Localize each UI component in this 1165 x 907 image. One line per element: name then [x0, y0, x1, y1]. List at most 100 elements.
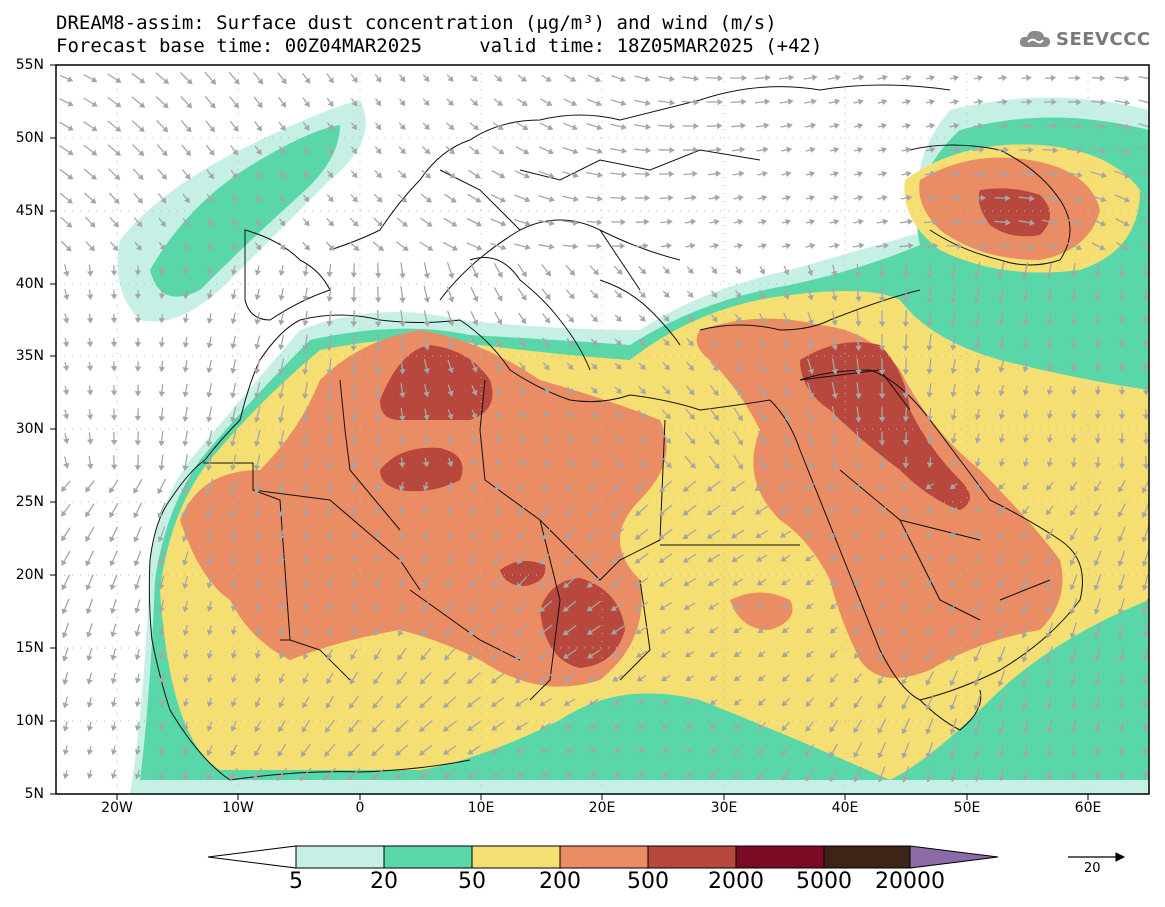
wind-arrow [950, 262, 957, 279]
wind-arrow [182, 313, 190, 324]
wind-arrow [565, 504, 575, 517]
wind-arrow [447, 384, 454, 397]
wind-arrow [541, 771, 551, 778]
wind-arrow [514, 672, 529, 684]
wind-arrow [206, 169, 214, 180]
wind-arrow [326, 455, 333, 470]
wind-arrow [566, 410, 574, 419]
wind-arrow [134, 337, 142, 348]
wind-arrow [853, 719, 863, 734]
wind-arrow [731, 554, 744, 562]
wind-arrow [1114, 146, 1131, 155]
wind-arrow [829, 720, 839, 733]
wind-arrow [902, 382, 909, 399]
wind-arrow [974, 530, 982, 539]
wind-arrow [1022, 385, 1029, 396]
wind-arrow [63, 456, 70, 469]
wind-arrow [733, 383, 743, 397]
wind-arrow [158, 454, 165, 471]
wind-arrow [759, 265, 765, 275]
wind-arrow [926, 457, 934, 468]
wind-arrow [374, 262, 382, 279]
wind-arrow [829, 579, 838, 586]
wind-arrow [925, 671, 934, 686]
wind-arrow [278, 625, 286, 636]
wind-arrow [254, 625, 262, 636]
wind-arrow [902, 262, 909, 279]
wind-arrow [682, 529, 697, 540]
wind-arrow [182, 383, 189, 398]
wind-arrow [157, 526, 166, 543]
wind-arrow [829, 602, 838, 610]
wind-arrow [206, 359, 213, 374]
wind-arrow [638, 386, 647, 395]
wind-arrow [778, 481, 793, 491]
wind-arrow [398, 624, 406, 637]
wind-arrow [180, 120, 192, 133]
colorbar-label: 20 [370, 869, 398, 894]
wind-arrow [83, 168, 97, 180]
wind-arrow [134, 648, 141, 661]
wind-arrow [206, 527, 213, 542]
wind-arrow [157, 502, 166, 519]
wind-arrow [733, 218, 744, 226]
wind-arrow [182, 600, 189, 613]
wind-arrow [733, 675, 742, 682]
wind-arrow [783, 265, 790, 276]
wind-arrow [444, 193, 457, 203]
wind-arrow [1020, 98, 1033, 106]
wind-arrow [710, 337, 718, 347]
wind-arrow [350, 577, 358, 588]
wind-arrow [901, 482, 911, 490]
wind-arrow [757, 674, 766, 682]
wind-arrow [399, 334, 406, 351]
wind-arrow [683, 602, 696, 610]
wind-arrow [155, 96, 169, 109]
wind-arrow [254, 649, 262, 660]
wind-arrow [518, 505, 526, 516]
wind-arrow [805, 603, 814, 610]
wind-arrow [1070, 481, 1078, 492]
wind-arrow [494, 505, 501, 516]
wind-arrow [398, 600, 406, 612]
wind-arrow [926, 554, 934, 562]
wind-arrow [731, 122, 746, 129]
wind-arrow [1094, 456, 1102, 469]
wind-arrow [638, 290, 646, 298]
wind-arrow [590, 410, 598, 419]
wind-arrow [444, 623, 456, 637]
wind-arrow [658, 170, 675, 178]
wind-arrow [997, 553, 1006, 564]
wind-arrow [634, 601, 649, 611]
wind-arrow [1117, 503, 1126, 518]
wind-arrow [973, 670, 982, 687]
wind-arrow [1046, 769, 1053, 781]
wind-arrow [1046, 457, 1054, 468]
wind-arrow [734, 337, 742, 348]
wind-arrow [471, 360, 478, 373]
wind-arrow [804, 530, 815, 538]
wind-arrow [634, 577, 649, 588]
wind-arrow [829, 122, 840, 129]
wind-arrow [994, 194, 1011, 202]
wind-arrow [278, 601, 286, 612]
wind-arrow [374, 358, 382, 375]
wind-arrow [230, 552, 237, 565]
wind-arrow [1019, 146, 1034, 154]
wind-arrow [469, 122, 480, 131]
wind-arrow [182, 360, 189, 373]
wind-arrow [613, 747, 622, 753]
wind-arrow [254, 720, 262, 733]
wind-arrow [350, 648, 358, 661]
wind-arrow [973, 576, 982, 588]
wind-arrow [831, 287, 838, 302]
wind-arrow [637, 770, 646, 778]
wind-arrow [902, 407, 910, 422]
wind-arrow [563, 673, 576, 683]
wind-arrow [279, 194, 286, 203]
wind-arrow [490, 242, 507, 251]
wind-arrow [733, 651, 742, 658]
wind-arrow [805, 697, 815, 708]
wind-arrow [134, 431, 142, 446]
wind-arrow [446, 310, 455, 327]
